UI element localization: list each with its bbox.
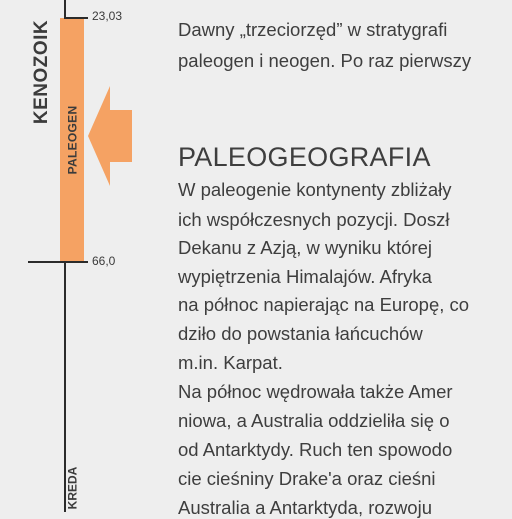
arrow-left-icon [88, 86, 132, 186]
intro-line: paleogen i neogen. Po raz pierwszy [178, 50, 472, 71]
body-line: W paleogenie kontynenty zbliżały [178, 179, 452, 200]
date-top-label: 23,03 [92, 9, 123, 23]
tick-bottom [28, 261, 88, 263]
body-line: dziło do powstania łańcuchów [178, 323, 423, 344]
body-line: od Antarktydy. Ruch ten spowodo [178, 439, 453, 460]
body-line: na północ napierając na Europę, co [178, 294, 470, 315]
body-line: m.in. Karpat. [178, 352, 283, 373]
body-line: niowa, a Australia oddzieliła się o [178, 410, 450, 431]
body-line: cie cieśniny Drake'a oraz cieśni [178, 468, 436, 489]
era-label: KENOZOIK [31, 19, 52, 125]
date-bottom-label: 66,0 [92, 254, 116, 268]
body-line: wypiętrzenia Himalajów. Afryka [178, 266, 432, 287]
paleogen-period-bar [60, 18, 84, 262]
tick-top [64, 17, 88, 19]
period-label: PALEOGEN [65, 105, 80, 175]
body-line: Dekanu z Azją, w wyniku której [178, 237, 432, 258]
period-below-label: KREDA [65, 466, 80, 510]
body-line: Na północ wędrowała także Amer [178, 381, 453, 402]
body-line: Australia a Antarktyda, rozwoju [178, 497, 432, 518]
intro-line: Dawny „trzeciorzęd” w stratygrafi [178, 19, 448, 40]
section-heading: PALEOGEOGRAFIA [178, 142, 431, 172]
body-line: ich współczesnych pozycji. Doszł [178, 209, 450, 230]
